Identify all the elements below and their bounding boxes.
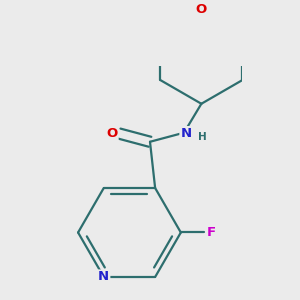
Text: H: H [198, 132, 207, 142]
Text: O: O [196, 3, 207, 16]
Text: O: O [106, 127, 118, 140]
Text: F: F [207, 226, 216, 239]
Text: N: N [98, 271, 109, 284]
Text: N: N [180, 127, 191, 140]
